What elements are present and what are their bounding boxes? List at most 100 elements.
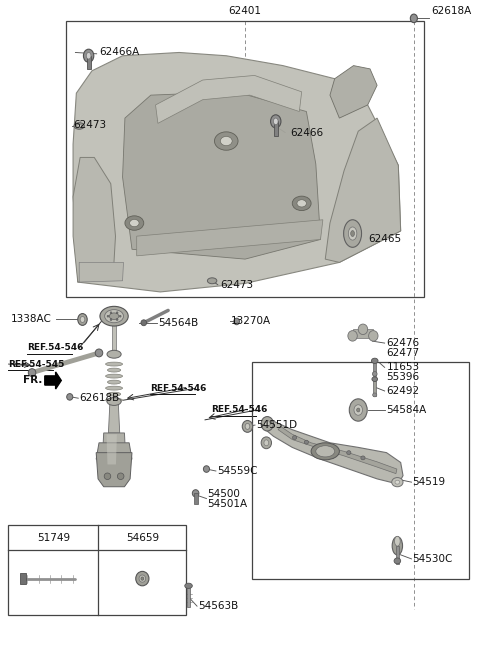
Text: 54559C: 54559C	[217, 466, 257, 476]
Text: 62492: 62492	[386, 386, 420, 396]
Ellipse shape	[109, 313, 119, 319]
Polygon shape	[108, 403, 120, 433]
Text: 62618A: 62618A	[432, 7, 471, 16]
Ellipse shape	[372, 358, 378, 363]
Ellipse shape	[125, 216, 144, 230]
Ellipse shape	[357, 408, 360, 412]
Polygon shape	[156, 75, 301, 123]
Polygon shape	[262, 421, 403, 484]
Text: 62477: 62477	[386, 348, 420, 358]
Text: 54563B: 54563B	[198, 601, 238, 611]
Text: REF.54-546: REF.54-546	[27, 343, 84, 352]
Ellipse shape	[100, 306, 128, 326]
Bar	[112, 316, 116, 354]
Ellipse shape	[372, 377, 378, 381]
Bar	[252, 362, 469, 579]
Polygon shape	[79, 262, 123, 282]
Ellipse shape	[67, 394, 73, 400]
Polygon shape	[73, 157, 116, 282]
Ellipse shape	[392, 478, 403, 487]
Polygon shape	[73, 52, 401, 292]
Polygon shape	[330, 66, 377, 118]
Ellipse shape	[116, 312, 118, 314]
Polygon shape	[45, 372, 61, 389]
Ellipse shape	[369, 331, 378, 341]
Polygon shape	[107, 434, 117, 464]
Bar	[274, 121, 277, 136]
Text: 54519: 54519	[412, 477, 445, 487]
Ellipse shape	[110, 312, 112, 314]
Text: 54659: 54659	[126, 533, 159, 543]
Text: 62476: 62476	[386, 338, 420, 348]
Ellipse shape	[80, 316, 85, 322]
Text: 54500: 54500	[207, 489, 240, 499]
Ellipse shape	[311, 443, 339, 460]
Ellipse shape	[108, 380, 120, 384]
Ellipse shape	[141, 577, 144, 580]
Polygon shape	[122, 92, 321, 259]
Ellipse shape	[107, 316, 109, 317]
Ellipse shape	[77, 125, 82, 127]
Polygon shape	[278, 426, 397, 474]
Ellipse shape	[347, 451, 351, 455]
Text: 51749: 51749	[36, 533, 70, 543]
Text: 62618B: 62618B	[79, 393, 120, 403]
Text: 13270A: 13270A	[231, 316, 271, 327]
Ellipse shape	[106, 386, 122, 390]
Ellipse shape	[348, 331, 357, 341]
Ellipse shape	[354, 405, 362, 415]
Ellipse shape	[292, 436, 297, 440]
Text: 62466A: 62466A	[99, 47, 139, 58]
Ellipse shape	[351, 231, 354, 236]
Bar	[194, 493, 197, 504]
Ellipse shape	[358, 324, 368, 335]
Ellipse shape	[215, 132, 238, 150]
Ellipse shape	[392, 537, 403, 555]
Ellipse shape	[304, 440, 309, 444]
Text: 62466: 62466	[290, 127, 323, 138]
Ellipse shape	[141, 320, 146, 325]
Ellipse shape	[261, 417, 274, 431]
Text: REF.54-545: REF.54-545	[9, 359, 65, 369]
Ellipse shape	[274, 118, 278, 125]
Text: 62473: 62473	[73, 119, 106, 130]
Ellipse shape	[344, 220, 361, 247]
Polygon shape	[325, 118, 401, 262]
Ellipse shape	[110, 319, 112, 321]
Polygon shape	[353, 329, 373, 338]
Ellipse shape	[116, 319, 118, 321]
Bar	[9, 525, 186, 615]
Ellipse shape	[264, 420, 270, 427]
Bar	[20, 573, 26, 584]
Ellipse shape	[86, 52, 91, 59]
Ellipse shape	[245, 424, 250, 429]
Ellipse shape	[207, 278, 217, 283]
Ellipse shape	[108, 392, 120, 396]
Ellipse shape	[271, 115, 281, 128]
Ellipse shape	[234, 318, 240, 325]
Ellipse shape	[107, 350, 121, 358]
Text: 62401: 62401	[228, 7, 262, 16]
Ellipse shape	[394, 558, 401, 564]
Bar	[396, 546, 399, 564]
Ellipse shape	[106, 374, 122, 378]
Ellipse shape	[185, 583, 192, 588]
Ellipse shape	[204, 466, 210, 472]
Ellipse shape	[316, 446, 335, 457]
Text: 62465: 62465	[369, 234, 402, 245]
Bar	[87, 56, 91, 69]
Text: REF.54-546: REF.54-546	[150, 384, 206, 393]
Text: 1338AC: 1338AC	[11, 314, 51, 325]
Ellipse shape	[107, 398, 121, 405]
Text: 62473: 62473	[221, 279, 254, 290]
Text: REF.54-546: REF.54-546	[211, 405, 267, 415]
Ellipse shape	[136, 571, 149, 586]
Ellipse shape	[108, 368, 120, 372]
Text: 54530C: 54530C	[412, 554, 453, 564]
Text: 11653: 11653	[386, 362, 420, 373]
Text: FR.: FR.	[23, 375, 42, 386]
Ellipse shape	[348, 227, 357, 240]
Text: 54551D: 54551D	[256, 420, 297, 430]
Bar	[66, 21, 424, 297]
Polygon shape	[96, 443, 132, 459]
